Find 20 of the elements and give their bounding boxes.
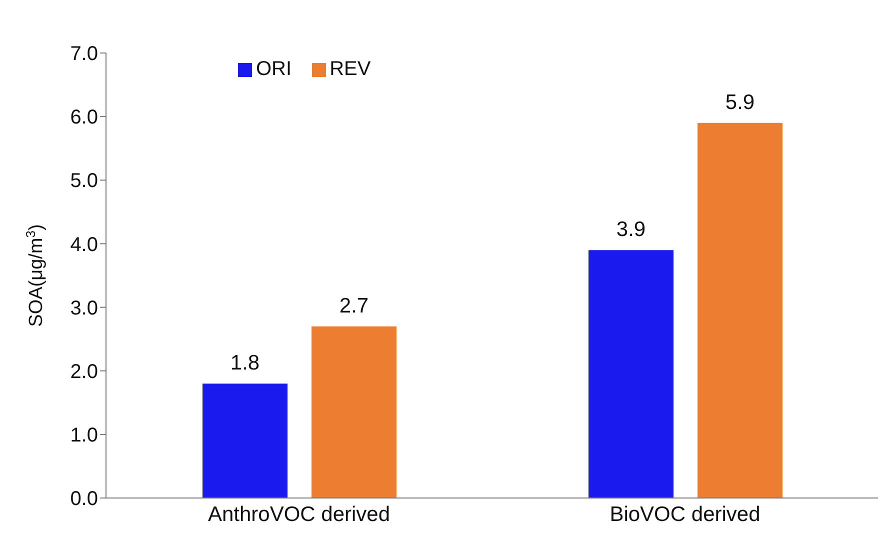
legend-label: ORI [256,58,292,80]
y-tick-label: 3.0 [70,297,98,320]
bar [698,122,782,498]
y-tick-label: 7.0 [70,43,98,66]
data-label: 3.9 [616,218,646,242]
data-label: 2.7 [339,294,369,318]
y-tick-label: 2.0 [70,360,98,383]
bar [312,326,396,498]
legend-label: REV [330,58,371,80]
data-label: 1.8 [230,352,260,375]
x-tick-label: AnthroVOC derived [208,502,390,526]
data-label: 5.9 [725,90,755,114]
y-tick-label: 5.0 [70,170,98,192]
bar [202,384,288,498]
y-tick-label: 6.0 [70,106,98,129]
x-tick-label: BioVOC derived [610,502,760,526]
y-tick-label: 4.0 [70,234,98,256]
y-tick-label: 0.0 [70,488,98,510]
y-tick-label: 1.0 [70,424,98,447]
bar [588,250,674,498]
